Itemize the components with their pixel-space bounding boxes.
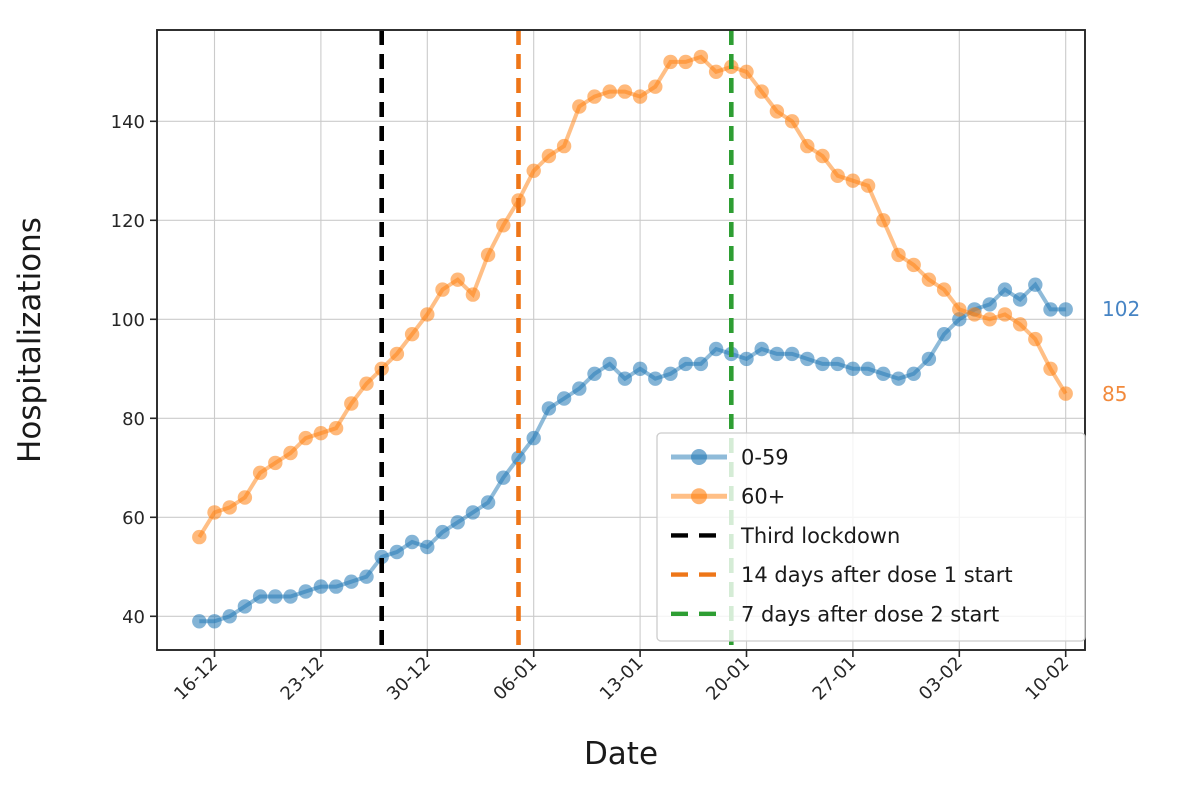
- legend-label: Third lockdown: [740, 524, 900, 548]
- axes: [150, 29, 1086, 657]
- series-60-line: [197, 54, 1068, 539]
- series-60-markers: [192, 49, 1073, 545]
- legend-entry-dose1: 14 days after dose 1 start: [671, 563, 1013, 587]
- series-0-59-line: [199, 281, 1066, 624]
- x-tick-label: 16-12: [170, 653, 222, 705]
- legend-marker-sample: [691, 449, 707, 465]
- x-tick-label: 20-01: [702, 653, 754, 705]
- x-tick-label: 23-12: [277, 653, 329, 705]
- legend-marker-sample: [691, 488, 707, 505]
- legend-entry-60plus: 60+: [671, 485, 785, 509]
- end-value-label-0-59: 102: [1102, 297, 1140, 321]
- legend-entry-0-59: 0-59: [671, 446, 789, 470]
- end-value-label-60plus: 85: [1102, 382, 1127, 406]
- legend-entry-third-lockdown: Third lockdown: [671, 524, 900, 548]
- legend-label: 7 days after dose 2 start: [741, 602, 999, 626]
- x-tick-label: 06-01: [489, 653, 541, 705]
- x-tick-label: 10-02: [1021, 653, 1073, 705]
- legend-label: 0-59: [741, 446, 789, 470]
- y-tick-label: 40: [122, 607, 145, 628]
- y-tick-label: 140: [111, 112, 145, 133]
- x-tick-label: 27-01: [809, 653, 861, 705]
- y-axis-title: Hospitalizations: [12, 217, 48, 463]
- y-tick-label: 60: [122, 508, 145, 529]
- y-tick-label: 100: [111, 310, 145, 331]
- legend-entry-dose2: 7 days after dose 2 start: [671, 602, 999, 626]
- x-tick-label: 13-01: [596, 653, 648, 705]
- y-tick-label: 120: [111, 211, 145, 232]
- legend-box: [656, 432, 1086, 642]
- legend-label: 14 days after dose 1 start: [741, 563, 1013, 587]
- plot-border: [156, 29, 1086, 651]
- x-tick-label: 30-12: [383, 653, 435, 705]
- legend: 0-59 60+ Third lockdown 14 days after dose …: [656, 432, 1086, 642]
- series-60: [192, 49, 1073, 545]
- x-tick-label: 03-02: [915, 653, 967, 705]
- legend-label: 60+: [741, 485, 785, 509]
- y-tick-label: 80: [122, 409, 145, 430]
- x-axis-title: Date: [584, 736, 658, 772]
